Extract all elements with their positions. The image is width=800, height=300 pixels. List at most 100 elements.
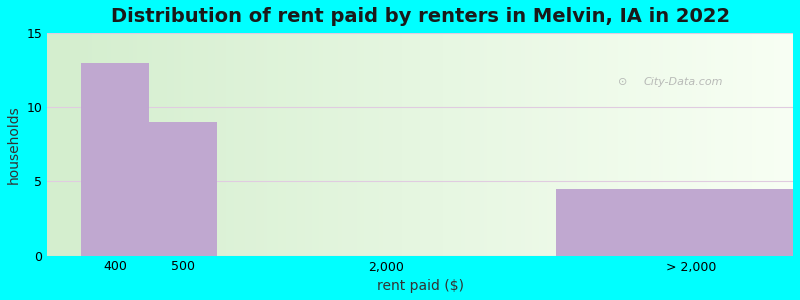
Bar <box>714 33 718 256</box>
Bar <box>446 33 450 256</box>
Bar <box>417 33 420 256</box>
Bar <box>584 33 588 256</box>
Bar <box>413 33 417 256</box>
Bar <box>85 33 88 256</box>
Bar <box>510 33 514 256</box>
Bar <box>51 33 54 256</box>
Bar <box>148 33 152 256</box>
Bar <box>734 33 737 256</box>
Bar <box>573 33 577 256</box>
Bar <box>547 33 550 256</box>
Bar <box>651 33 655 256</box>
Bar <box>722 33 726 256</box>
Bar <box>472 33 476 256</box>
Bar <box>141 33 144 256</box>
Bar <box>338 33 342 256</box>
Bar <box>458 33 461 256</box>
Bar <box>394 33 398 256</box>
Bar <box>685 33 689 256</box>
Bar <box>226 33 230 256</box>
Bar <box>81 33 85 256</box>
Bar <box>610 33 614 256</box>
Bar <box>103 33 107 256</box>
Bar <box>130 33 133 256</box>
Bar <box>618 33 622 256</box>
Bar <box>193 33 197 256</box>
Bar <box>252 33 256 256</box>
Bar <box>178 33 182 256</box>
Bar <box>361 33 364 256</box>
Bar <box>707 33 711 256</box>
Bar <box>122 33 126 256</box>
Bar <box>342 33 346 256</box>
Bar <box>556 189 793 256</box>
Bar <box>152 33 155 256</box>
Bar <box>730 33 734 256</box>
Bar <box>435 33 438 256</box>
Bar <box>469 33 472 256</box>
Bar <box>662 33 666 256</box>
Bar <box>741 33 745 256</box>
Bar <box>234 33 238 256</box>
Bar <box>107 33 110 256</box>
Bar <box>442 33 446 256</box>
Bar <box>674 33 678 256</box>
Bar <box>211 33 215 256</box>
Bar <box>595 33 599 256</box>
Bar <box>648 33 651 256</box>
Bar <box>502 33 506 256</box>
Y-axis label: households: households <box>7 105 21 184</box>
Bar <box>562 33 566 256</box>
Bar <box>282 33 286 256</box>
Bar <box>200 33 204 256</box>
Bar <box>390 33 394 256</box>
Bar <box>364 33 368 256</box>
Bar <box>756 33 759 256</box>
Bar <box>767 33 770 256</box>
Bar <box>379 33 383 256</box>
Bar <box>592 33 595 256</box>
Bar <box>491 33 494 256</box>
Bar <box>420 33 424 256</box>
Bar <box>450 33 454 256</box>
Bar <box>319 33 323 256</box>
Bar <box>711 33 714 256</box>
Bar <box>163 33 166 256</box>
Bar <box>759 33 763 256</box>
Bar <box>174 33 178 256</box>
Bar <box>230 33 234 256</box>
Bar <box>424 33 428 256</box>
Bar <box>357 33 361 256</box>
Bar <box>245 33 249 256</box>
Bar <box>286 33 290 256</box>
Bar <box>718 33 722 256</box>
Bar <box>778 33 782 256</box>
Bar <box>626 33 629 256</box>
Bar <box>428 33 431 256</box>
Bar <box>66 33 70 256</box>
Bar <box>678 33 681 256</box>
Bar <box>550 33 554 256</box>
Bar <box>659 33 662 256</box>
Bar <box>92 33 96 256</box>
Bar <box>681 33 685 256</box>
Bar <box>260 33 263 256</box>
Bar <box>137 33 141 256</box>
Bar <box>454 33 458 256</box>
Bar <box>110 33 114 256</box>
Bar <box>166 33 170 256</box>
Bar <box>525 33 528 256</box>
Bar <box>570 33 573 256</box>
Bar <box>763 33 767 256</box>
Bar <box>47 33 51 256</box>
Bar <box>238 33 241 256</box>
Bar <box>480 33 483 256</box>
Bar <box>670 33 674 256</box>
Bar <box>330 33 334 256</box>
Bar <box>204 33 207 256</box>
Bar <box>263 33 267 256</box>
Bar <box>786 33 790 256</box>
Bar <box>99 33 103 256</box>
Bar <box>323 33 327 256</box>
Bar <box>506 33 510 256</box>
